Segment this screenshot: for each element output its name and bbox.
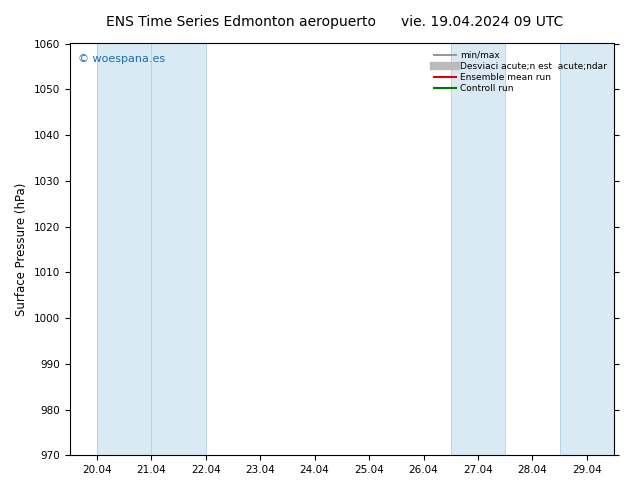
- Text: © woespana.es: © woespana.es: [78, 54, 165, 64]
- Y-axis label: Surface Pressure (hPa): Surface Pressure (hPa): [15, 183, 28, 316]
- Bar: [560, 44, 614, 455]
- Text: vie. 19.04.2024 09 UTC: vie. 19.04.2024 09 UTC: [401, 15, 563, 29]
- Legend: min/max, Desviaci acute;n est  acute;ndar, Ensemble mean run, Controll run: min/max, Desviaci acute;n est acute;ndar…: [431, 48, 610, 96]
- Bar: [451, 44, 505, 455]
- Bar: [97, 44, 205, 455]
- Text: ENS Time Series Edmonton aeropuerto: ENS Time Series Edmonton aeropuerto: [106, 15, 376, 29]
